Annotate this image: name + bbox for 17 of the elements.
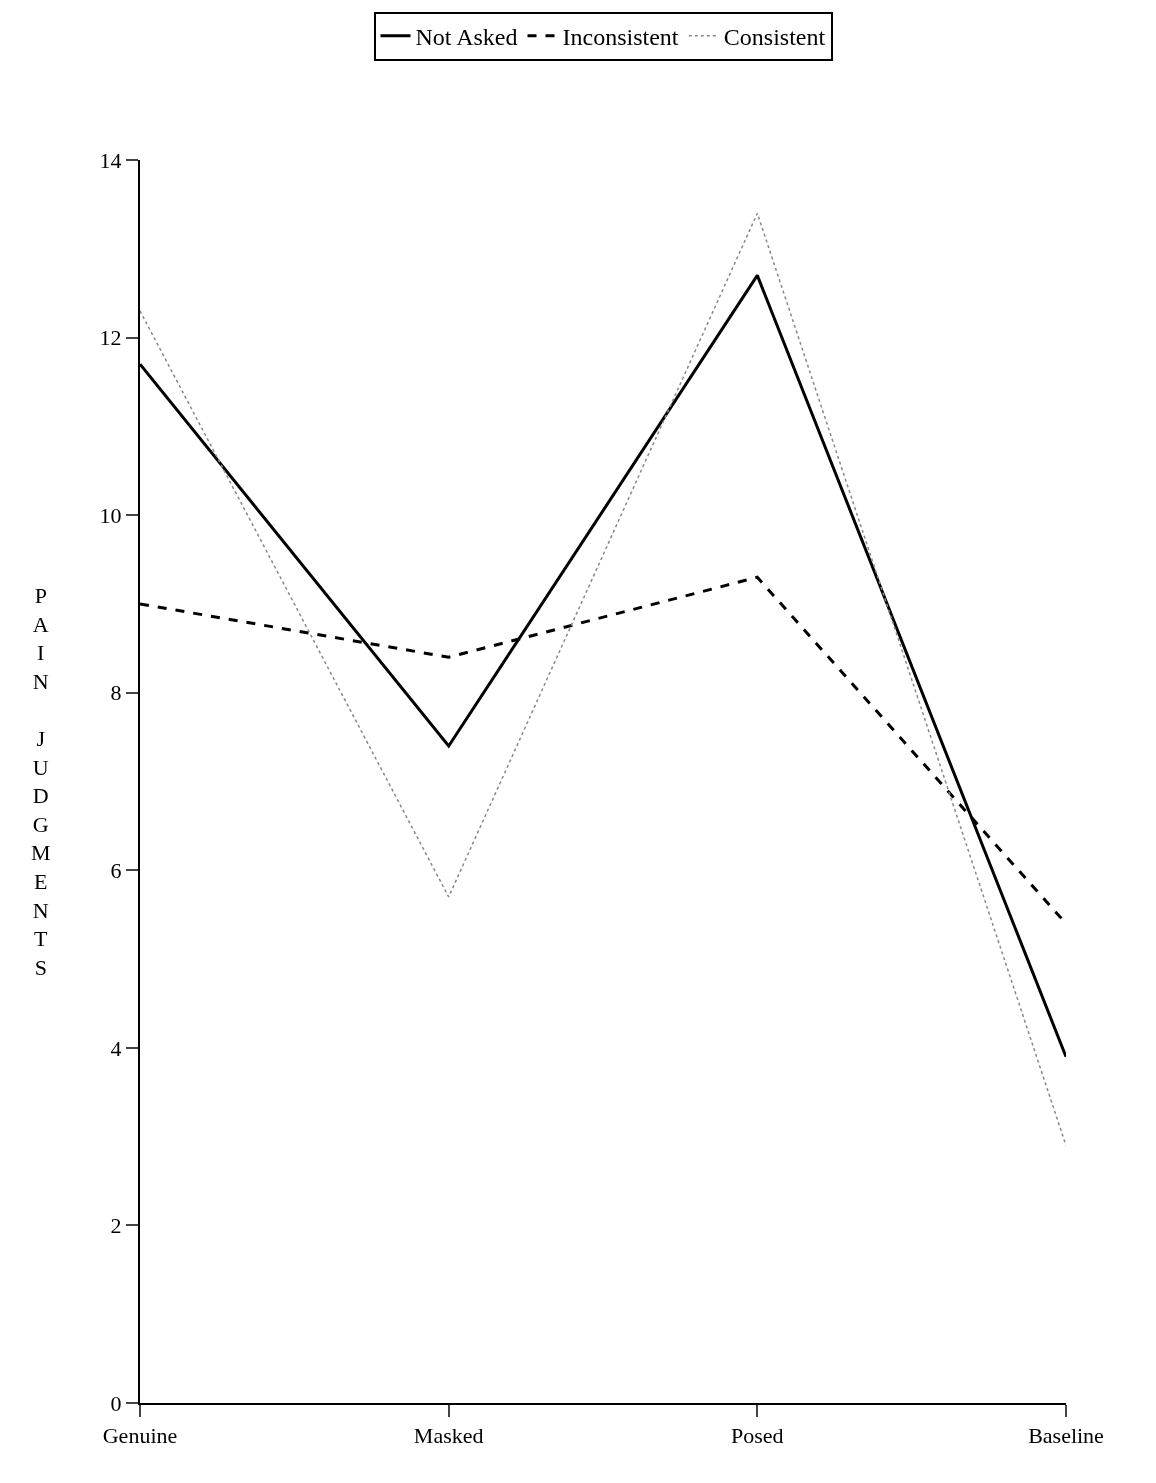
y-tick-label: 8 [110,680,122,706]
line-series [140,212,1066,1147]
x-tick-label: Posed [731,1423,784,1449]
x-tick-label: Baseline [1028,1423,1104,1449]
legend-label: Consistent [723,24,826,51]
y-tick-label: 10 [99,502,122,528]
y-tick-label: 4 [110,1035,122,1061]
y-tick-label: 6 [110,857,122,883]
y-tick-label: 0 [110,1390,122,1416]
y-tick-label: 12 [99,325,122,351]
legend-label: Not Asked [415,24,518,51]
text: PAIN JUDGMENTS [31,583,51,980]
y-tick-label: 2 [110,1213,122,1239]
y-tick-label: 14 [99,147,122,173]
x-tick-label: Masked [413,1423,484,1449]
legend-label: Inconsistent [562,24,679,51]
x-tick-label: Genuine [102,1423,178,1449]
